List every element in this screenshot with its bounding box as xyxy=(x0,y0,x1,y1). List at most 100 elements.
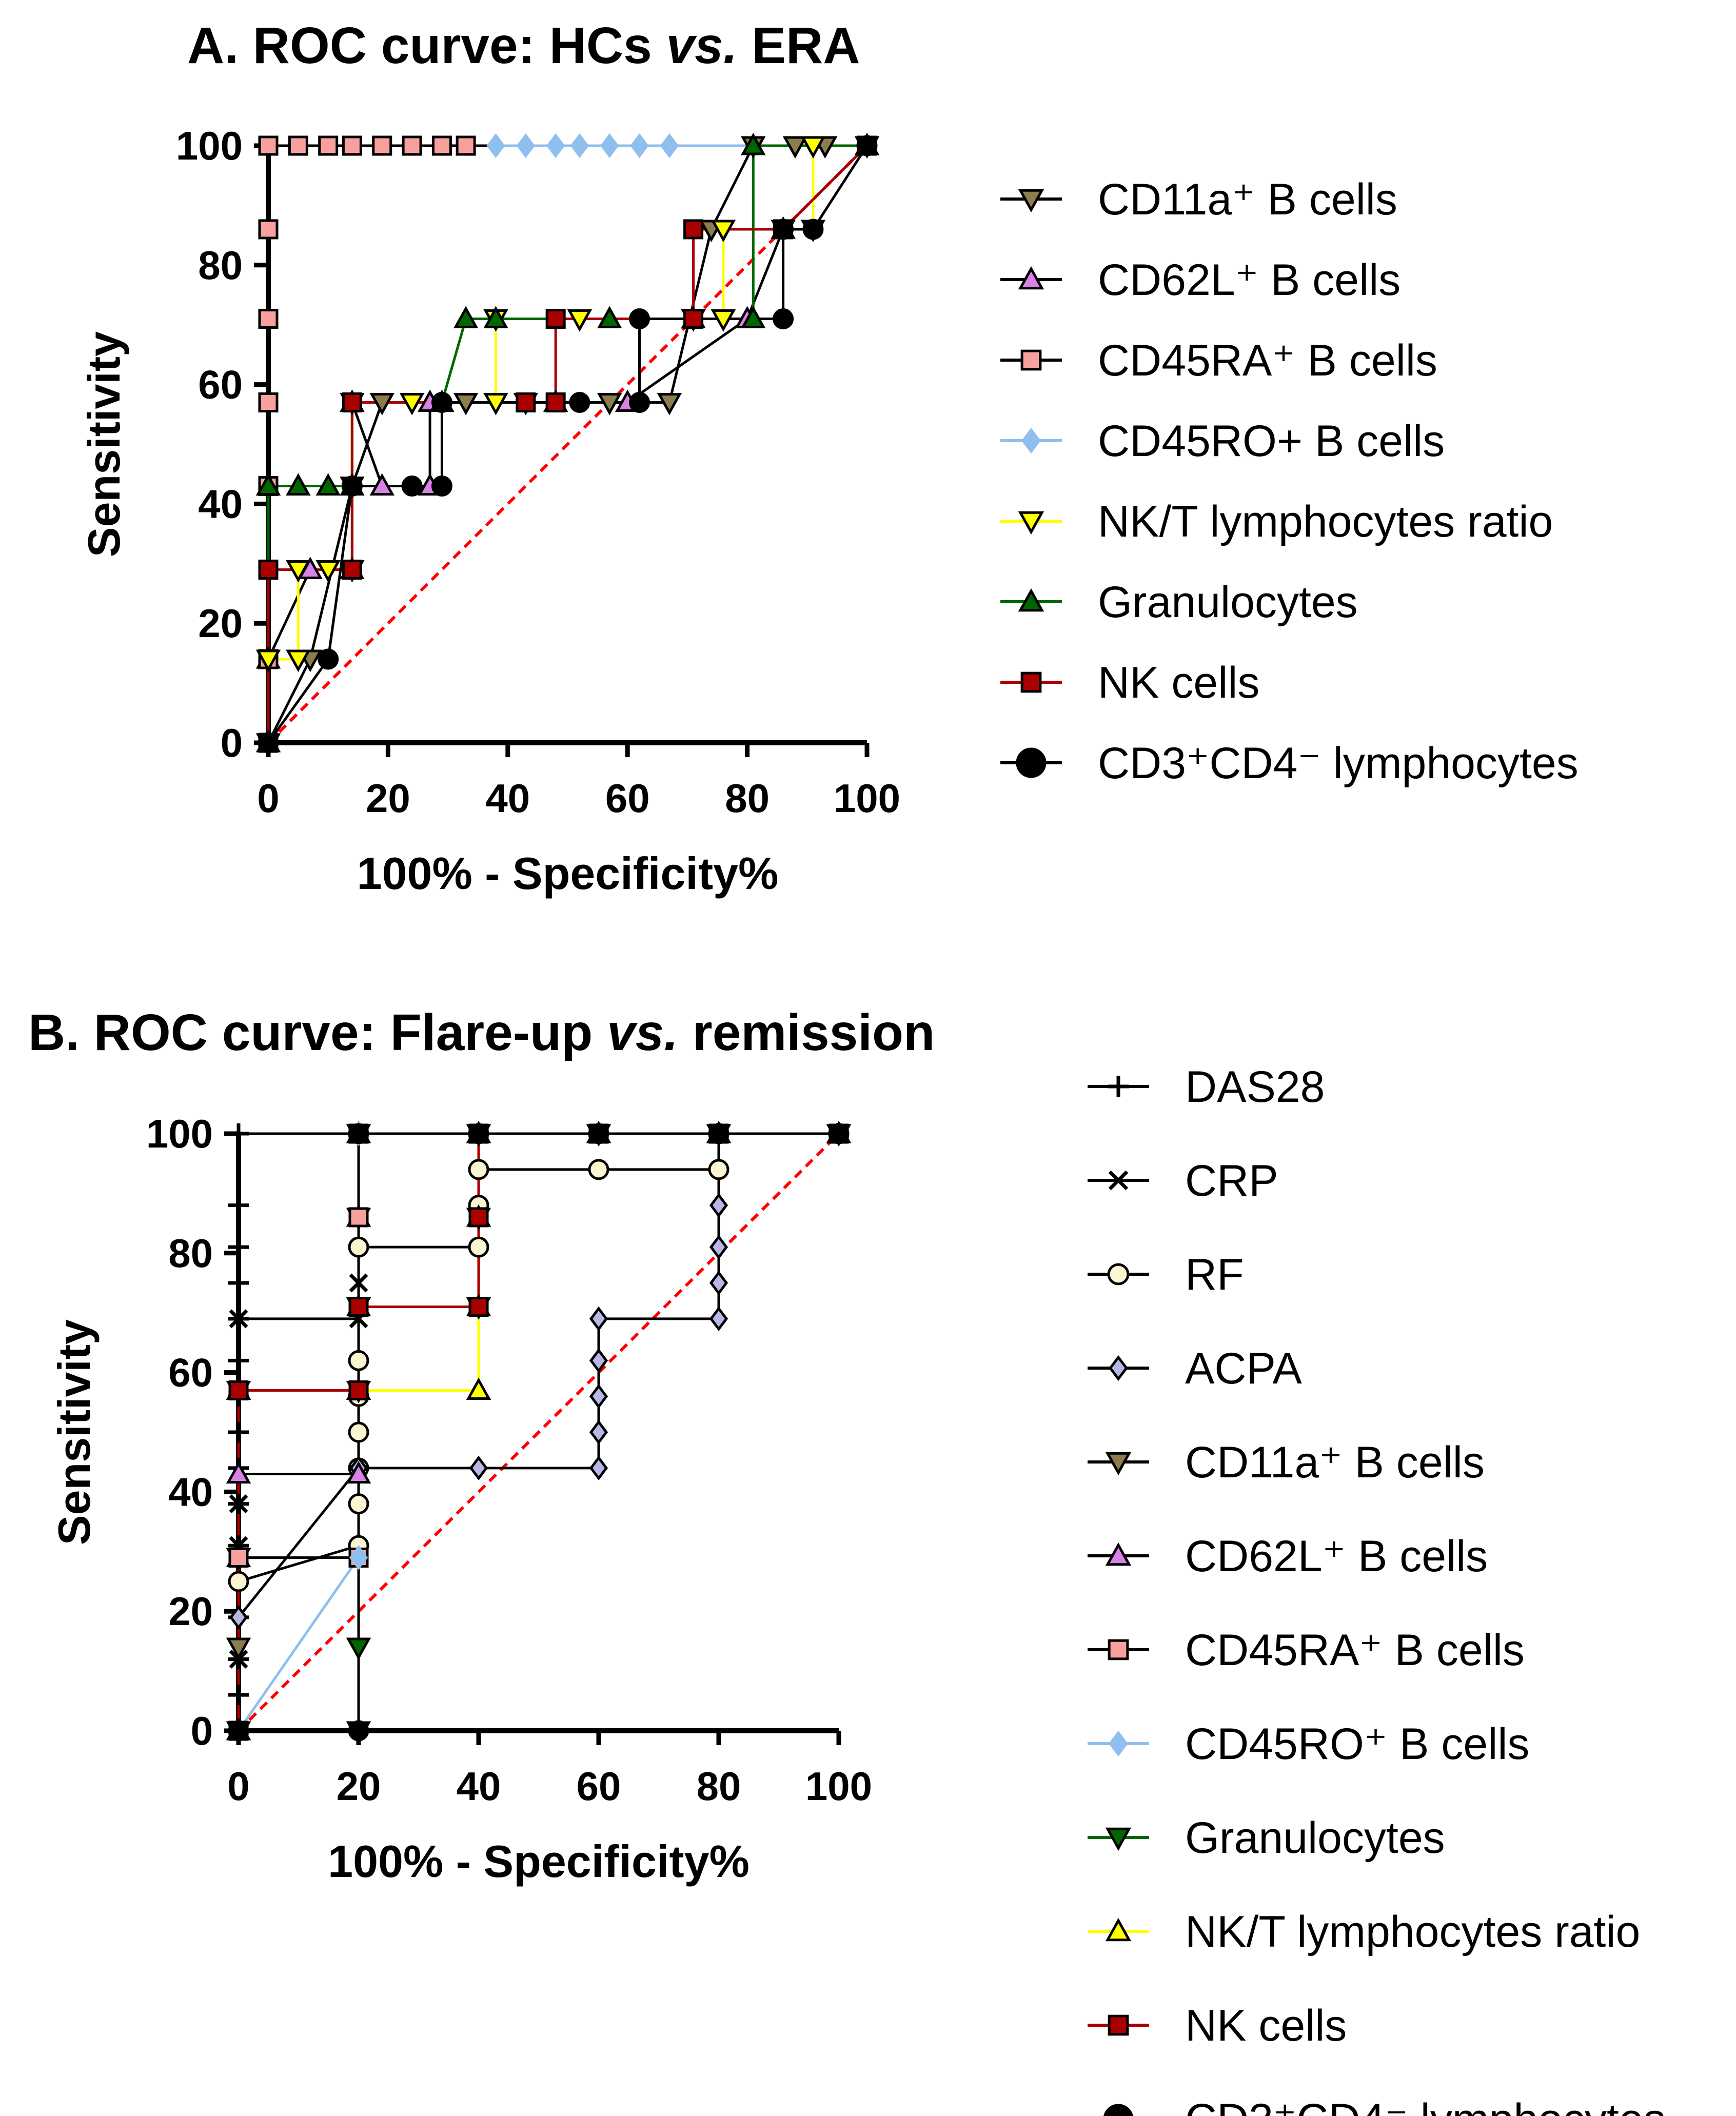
data-point xyxy=(431,475,452,497)
y-tick-label: 100 xyxy=(146,1111,213,1156)
data-point xyxy=(348,1350,369,1371)
data-point xyxy=(349,1273,368,1293)
x-tick-label: 80 xyxy=(697,1764,741,1809)
y-tick-label: 80 xyxy=(198,243,243,288)
data-point xyxy=(431,392,452,413)
legend-entry-cd62l-b-cells: CD62L⁺ B cells xyxy=(1088,1532,1488,1581)
data-point xyxy=(546,133,565,159)
legend-label: CD45RA⁺ B cells xyxy=(1185,1626,1525,1675)
data-point xyxy=(315,473,341,496)
data-point xyxy=(341,475,363,497)
data-point xyxy=(468,1123,489,1144)
data-point xyxy=(569,392,590,413)
data-point xyxy=(348,1720,369,1742)
x-tick-label: 100 xyxy=(834,776,900,821)
legend-label: Granulocytes xyxy=(1185,1813,1445,1863)
data-point xyxy=(369,393,394,416)
legend-label: NK/T lymphocytes ratio xyxy=(1098,497,1553,546)
chart-title-prefix: B. ROC curve: Flare-up xyxy=(28,1004,607,1061)
reference-diagonal xyxy=(237,1132,840,1732)
y-tick-label: 40 xyxy=(198,481,243,526)
data-point xyxy=(369,473,394,496)
x-tick-label: 40 xyxy=(485,776,530,821)
data-point xyxy=(286,649,311,673)
data-point xyxy=(486,133,505,159)
data-point xyxy=(588,1123,609,1144)
data-point xyxy=(629,392,650,413)
data-point xyxy=(228,1685,249,1706)
data-point xyxy=(228,1571,249,1592)
data-point xyxy=(431,135,452,156)
chart-title-suffix: remission xyxy=(678,1004,935,1061)
legend-label: CD45RO⁺ B cells xyxy=(1185,1719,1529,1769)
data-point xyxy=(342,392,362,413)
y-tick-label: 60 xyxy=(198,362,243,407)
data-point xyxy=(402,135,422,156)
data-point xyxy=(468,1159,489,1180)
legend-swatch-marker xyxy=(1109,1730,1128,1757)
data-point xyxy=(660,133,679,159)
legend-label: CD11a⁺ B cells xyxy=(1185,1438,1485,1487)
data-point xyxy=(228,1350,249,1371)
legend-swatch-marker xyxy=(1103,2104,1133,2116)
data-point xyxy=(288,135,308,156)
legend-swatch-marker xyxy=(1105,1827,1132,1851)
legend-label: CD3⁺CD4⁻ lymphocytes xyxy=(1185,2095,1666,2116)
data-point xyxy=(466,1377,491,1400)
chart-title-emph: vs. xyxy=(666,17,738,74)
legend-label: RF xyxy=(1185,1250,1244,1299)
legend-entry-das28: DAS28 xyxy=(1088,1062,1325,1112)
legend-swatch-marker xyxy=(1018,266,1044,290)
data-point xyxy=(258,392,279,413)
x-tick-label: 60 xyxy=(577,1764,621,1809)
data-point xyxy=(588,1159,609,1180)
data-point xyxy=(228,1547,249,1568)
data-point xyxy=(318,648,339,670)
legend-entry-granulocytes: Granulocytes xyxy=(1000,578,1358,627)
data-point xyxy=(782,136,808,159)
reference-diagonal xyxy=(267,144,869,744)
x-tick-label: 20 xyxy=(337,1764,381,1809)
legend-entry-acpa: ACPA xyxy=(1088,1344,1302,1393)
data-point xyxy=(453,306,479,329)
data-point xyxy=(828,1123,850,1144)
data-point xyxy=(708,1159,729,1180)
data-point xyxy=(711,220,736,243)
data-point xyxy=(315,560,341,583)
data-point xyxy=(589,1348,608,1373)
legend-entry-nk-t-lymphocytes-ratio: NK/T lymphocytes ratio xyxy=(1000,497,1553,546)
data-point xyxy=(709,1306,728,1332)
legend-label: NK/T lymphocytes ratio xyxy=(1185,1907,1640,1956)
data-point xyxy=(258,135,279,156)
legend-swatch-marker xyxy=(1021,427,1041,454)
x-axis-title: 100% - Specificity% xyxy=(328,1836,749,1887)
panel-a: A. ROC curve: HCs vs. ERA 0 20 40 60 80 100 0 20… xyxy=(78,17,1579,899)
x-tick-label: 60 xyxy=(605,776,650,821)
legend-entry-cd45ro-b-cells: CD45RO+ B cells xyxy=(1000,417,1445,466)
data-point xyxy=(629,308,650,330)
legend-swatch-marker xyxy=(1105,1452,1132,1476)
data-point xyxy=(228,1123,249,1144)
data-point xyxy=(589,1455,608,1481)
data-point xyxy=(349,1545,368,1570)
data-point xyxy=(226,1461,251,1484)
legend-entry-cd45ra-b-cells: CD45RA⁺ B cells xyxy=(1088,1626,1525,1675)
data-point xyxy=(318,135,339,156)
data-point xyxy=(545,392,566,413)
data-point xyxy=(228,1195,249,1216)
y-axis-title: Sensitivity xyxy=(49,1319,100,1545)
data-point xyxy=(228,1273,249,1293)
x-tick-label: 20 xyxy=(366,776,410,821)
data-point xyxy=(709,1270,728,1296)
data-point xyxy=(346,1461,371,1484)
legend-entry-cd3-cd4-lymphocytes: CD3⁺CD4⁻ lymphocytes xyxy=(1000,739,1579,788)
data-point xyxy=(683,219,704,240)
data-point xyxy=(800,136,826,159)
data-point xyxy=(657,393,682,416)
markers-cd3-cd4-lymphocytes xyxy=(228,1123,850,1742)
y-tick-label: 20 xyxy=(198,601,243,646)
panel-b: B. ROC curve: Flare-up vs. remission 0 20 4… xyxy=(28,1004,1666,2116)
chart-title: B. ROC curve: Flare-up vs. remission xyxy=(28,1004,935,1061)
y-tick-label: 0 xyxy=(221,720,243,765)
y-tick-label: 0 xyxy=(191,1708,213,1753)
